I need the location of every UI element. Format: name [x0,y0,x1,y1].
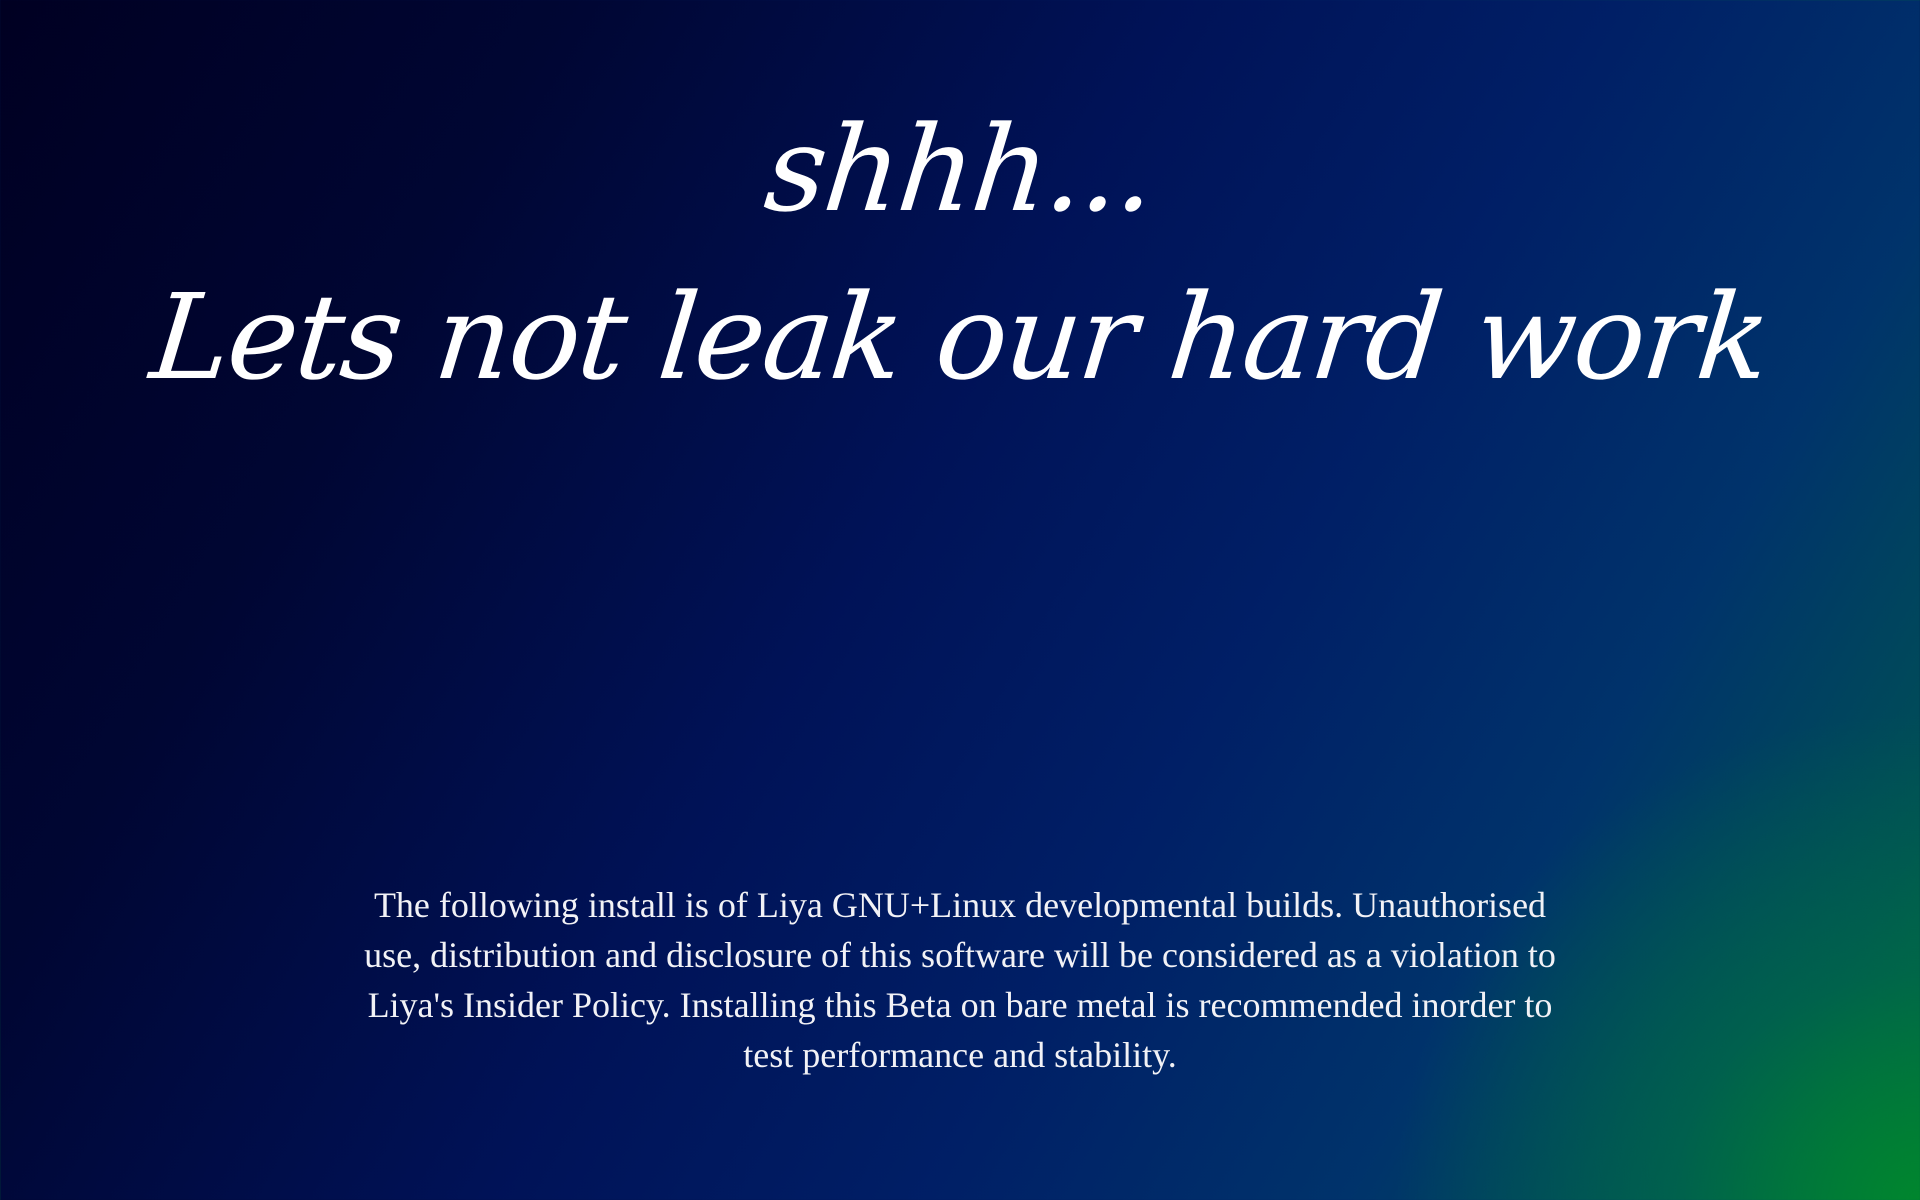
heading-block: shhh... Lets not leak our hard work [0,100,1920,406]
heading-tagline: Lets not leak our hard work [145,268,1775,406]
heading-shhh: shhh... [759,100,1161,238]
insider-policy-notice: The following install is of Liya GNU+Lin… [364,885,1556,1075]
